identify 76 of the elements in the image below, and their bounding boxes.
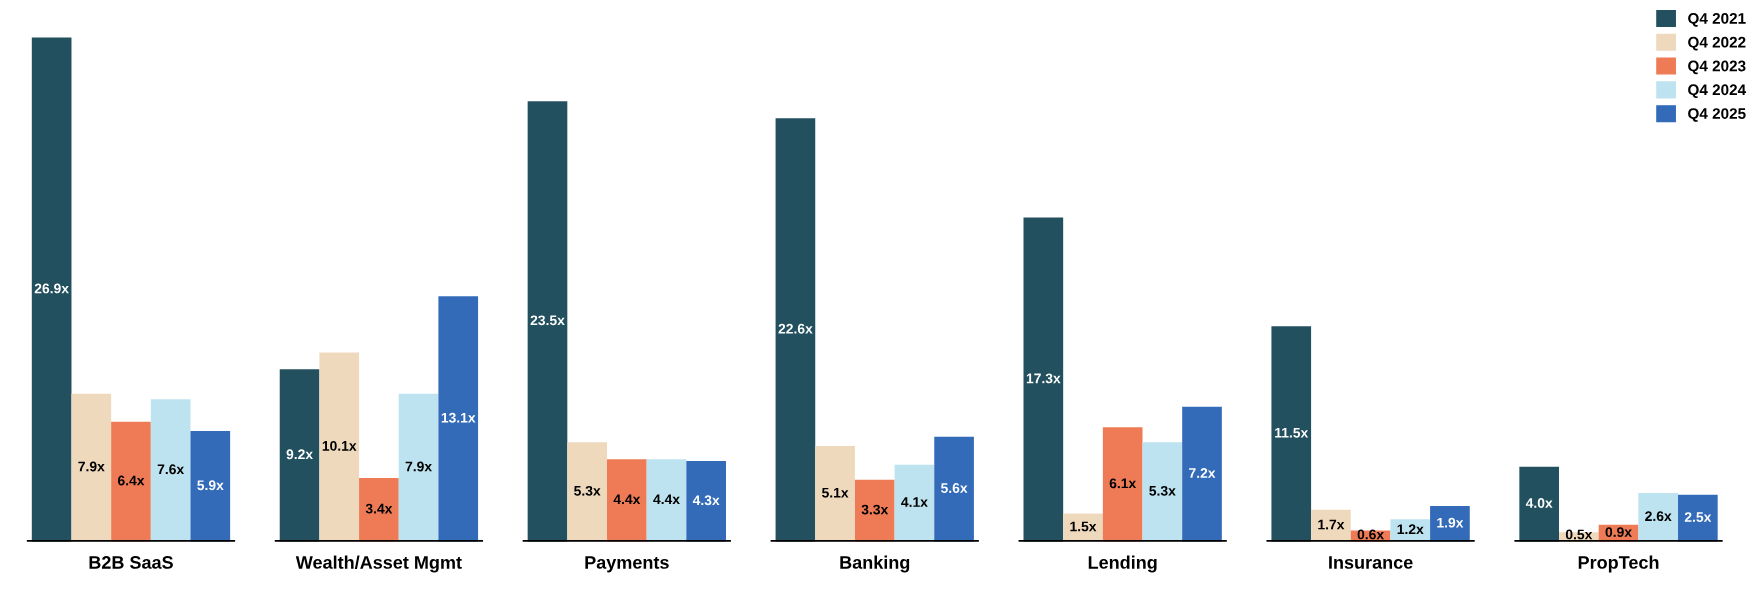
- data-label: 5.9x: [197, 480, 224, 491]
- data-label: 5.3x: [574, 485, 601, 496]
- data-label: 1.9x: [1437, 517, 1464, 528]
- data-label: 17.3x: [1026, 373, 1061, 384]
- data-label: 1.2x: [1397, 524, 1424, 535]
- data-label: 5.1x: [821, 487, 849, 498]
- data-label: 0.5x: [1565, 529, 1593, 540]
- data-label: 3.4x: [365, 503, 393, 514]
- bar: [1678, 494, 1718, 542]
- bar: [1638, 492, 1679, 542]
- bar: [279, 369, 320, 542]
- bar: [111, 421, 151, 542]
- bar: [190, 431, 231, 542]
- bar: [1023, 217, 1064, 542]
- data-label: 7.2x: [1189, 468, 1216, 478]
- x-tick-label: B2B SaaS: [89, 556, 173, 569]
- bar: [894, 464, 935, 542]
- data-label: 7.9x: [78, 461, 105, 472]
- bar: [646, 459, 687, 542]
- data-label: 5.6x: [941, 483, 968, 493]
- data-label: 7.6x: [157, 464, 185, 475]
- data-label: 6.4x: [117, 475, 145, 486]
- bar: [606, 459, 647, 542]
- bar: [31, 37, 72, 542]
- data-label: 5.3x: [1149, 485, 1176, 496]
- data-label: 26.9x: [34, 283, 69, 294]
- data-label: 22.6x: [778, 323, 813, 334]
- data-label: 3.3x: [861, 504, 889, 515]
- data-label: 4.1x: [901, 497, 928, 507]
- x-tick-label: Lending: [1088, 555, 1157, 573]
- bar: [1182, 406, 1222, 542]
- x-tick-label: Insurance: [1329, 556, 1413, 569]
- x-tick-label: Banking: [840, 555, 910, 573]
- bar: [1271, 326, 1312, 542]
- data-label: 7.9x: [405, 461, 432, 472]
- bar: [775, 118, 816, 542]
- legend-label: Q4 2023: [1688, 60, 1746, 75]
- bar: [934, 436, 974, 542]
- x-tick-label: Wealth/Asset Mgmt: [295, 555, 462, 573]
- legend-label: Q4 2024: [1688, 84, 1747, 99]
- bar: [71, 393, 112, 542]
- data-label: 0.6x: [1357, 529, 1385, 540]
- data-label: 9.2x: [286, 449, 313, 460]
- data-label: 4.3x: [692, 495, 720, 506]
- data-label: 2.5x: [1684, 512, 1712, 522]
- bar: [150, 399, 191, 542]
- x-tick-label: Payments: [585, 556, 669, 573]
- bar: [398, 393, 439, 542]
- data-label: 10.1x: [322, 440, 357, 451]
- data-label: 1.7x: [1318, 519, 1345, 530]
- bar: [567, 442, 607, 542]
- data-label: 2.6x: [1645, 511, 1672, 522]
- x-tick-label: PropTech: [1578, 555, 1659, 573]
- bar: [1430, 506, 1470, 542]
- legend-label: Q4 2022: [1688, 36, 1746, 51]
- bar: [359, 477, 399, 542]
- bar: [319, 352, 360, 542]
- bar: [1519, 466, 1560, 542]
- data-label: 23.5x: [530, 315, 565, 326]
- data-label: 6.1x: [1109, 478, 1137, 489]
- data-label: 13.1x: [441, 412, 476, 423]
- data-label: 11.5x: [1275, 427, 1309, 438]
- data-label: 4.4x: [613, 494, 641, 505]
- bar: [527, 101, 568, 542]
- data-label: 1.5x: [1070, 521, 1097, 532]
- bar: [1102, 427, 1143, 542]
- bar: [438, 296, 479, 542]
- bar: [815, 446, 855, 542]
- data-label: 4.0x: [1525, 498, 1553, 508]
- bar: [1142, 442, 1183, 542]
- legend-label: Q4 2021: [1688, 12, 1746, 27]
- data-label: 4.4x: [653, 494, 680, 505]
- bar: [854, 479, 895, 542]
- bar: [686, 461, 726, 542]
- data-label: 0.9x: [1605, 527, 1632, 537]
- legend-label: Q4 2025: [1688, 108, 1746, 122]
